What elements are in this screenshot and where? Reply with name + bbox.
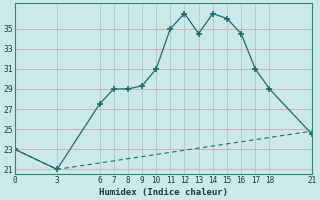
X-axis label: Humidex (Indice chaleur): Humidex (Indice chaleur) (99, 188, 228, 197)
